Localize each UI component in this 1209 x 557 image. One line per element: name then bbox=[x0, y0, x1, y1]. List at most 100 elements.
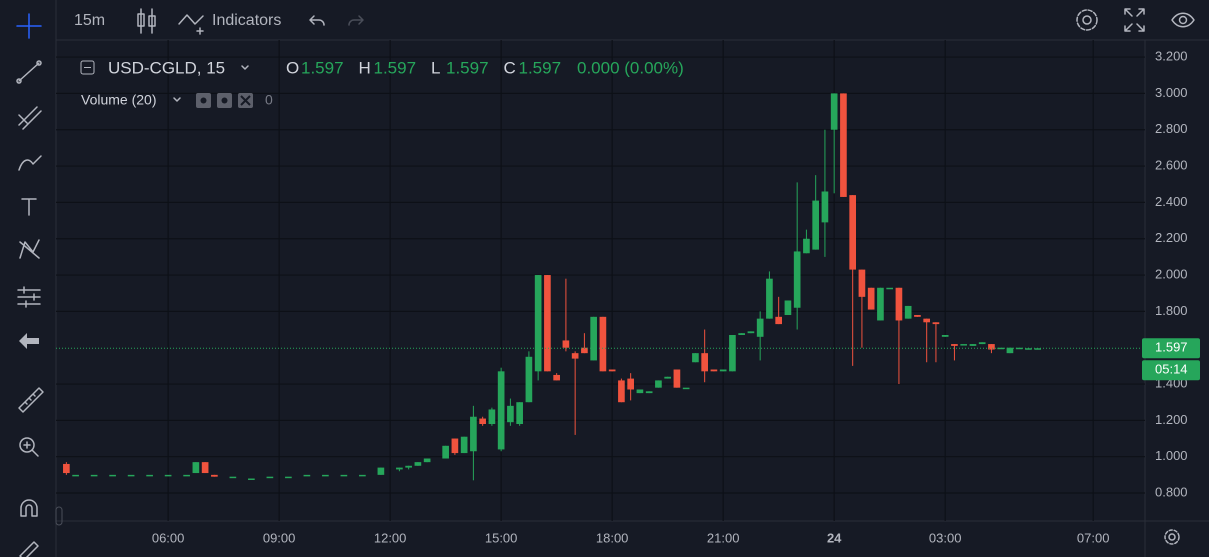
y-tick-label: 2.600 bbox=[1155, 158, 1188, 173]
volume-chevron bbox=[173, 97, 181, 102]
candle-body bbox=[164, 474, 172, 477]
candle-body bbox=[673, 369, 681, 388]
candle-body bbox=[590, 316, 597, 361]
left-toolbar bbox=[0, 0, 57, 557]
pitchfork-tool[interactable] bbox=[18, 106, 42, 130]
candle bbox=[516, 402, 523, 426]
candle-body bbox=[775, 316, 782, 325]
candle-body bbox=[812, 200, 820, 250]
settings-button[interactable] bbox=[1076, 9, 1098, 31]
candle bbox=[821, 129, 829, 257]
candle-body bbox=[793, 251, 801, 308]
candle-body bbox=[895, 287, 903, 321]
change: 0.000 (0.00%) bbox=[577, 58, 684, 77]
x-tick-label: 07:00 bbox=[1077, 530, 1110, 545]
candle bbox=[895, 287, 903, 385]
candle-body bbox=[90, 474, 98, 477]
candle bbox=[904, 305, 912, 319]
candle-body bbox=[507, 405, 514, 423]
ohlc-key: O bbox=[286, 58, 299, 77]
ohlc-key: H bbox=[359, 58, 371, 77]
back-tool[interactable] bbox=[19, 333, 39, 349]
candle bbox=[109, 474, 116, 477]
pattern-tool[interactable] bbox=[19, 239, 40, 259]
candle bbox=[766, 271, 773, 319]
crosshair-tool[interactable] bbox=[16, 13, 42, 39]
candle bbox=[923, 318, 931, 363]
candle bbox=[90, 474, 98, 477]
candle bbox=[756, 311, 764, 361]
gear-icon bbox=[221, 97, 228, 104]
candle bbox=[793, 182, 801, 330]
candle bbox=[405, 465, 412, 470]
undo-button[interactable] bbox=[309, 15, 325, 26]
candle-body bbox=[442, 445, 449, 459]
candle-body bbox=[988, 344, 995, 350]
collapse-button[interactable] bbox=[80, 60, 95, 75]
measure-tool[interactable] bbox=[18, 387, 44, 413]
candle bbox=[738, 333, 745, 335]
candle bbox=[164, 474, 172, 477]
redo-button[interactable] bbox=[348, 15, 364, 26]
pencil-tool[interactable] bbox=[19, 541, 39, 557]
candle-body bbox=[608, 369, 616, 372]
candle bbox=[608, 369, 616, 372]
candle bbox=[1034, 348, 1042, 350]
y-tick-label: 0.800 bbox=[1155, 484, 1188, 499]
candle-body bbox=[183, 474, 190, 477]
candle bbox=[932, 322, 940, 363]
prediction-tool[interactable] bbox=[17, 286, 41, 308]
candle bbox=[266, 476, 274, 479]
candle-body bbox=[63, 463, 70, 474]
candle-body bbox=[1006, 347, 1014, 354]
candle-body bbox=[821, 191, 829, 223]
candle-body bbox=[682, 387, 690, 390]
countdown-label: 05:14 bbox=[1155, 362, 1188, 377]
zoom-tool[interactable] bbox=[19, 437, 39, 457]
candle-body bbox=[359, 474, 366, 477]
candle-body bbox=[201, 462, 209, 474]
candle-body bbox=[581, 347, 588, 354]
candle-body bbox=[72, 474, 79, 477]
ohlc-value: 1.597 bbox=[519, 58, 562, 77]
candle-body bbox=[710, 369, 718, 372]
brush-tool[interactable] bbox=[18, 155, 42, 171]
y-tick-label: 2.400 bbox=[1155, 194, 1188, 209]
y-tick-label: 3.200 bbox=[1155, 49, 1188, 64]
candle-body bbox=[692, 353, 699, 363]
x-tick-label: 06:00 bbox=[152, 530, 185, 545]
candle-body bbox=[414, 462, 422, 466]
candle bbox=[211, 474, 218, 477]
text-tool[interactable] bbox=[21, 198, 37, 216]
indicators-button[interactable]: Indicators bbox=[212, 12, 281, 29]
volume-label[interactable]: Volume (20) bbox=[81, 92, 156, 108]
candle-body bbox=[747, 331, 755, 334]
trend-line-tool[interactable] bbox=[16, 60, 42, 84]
ohlc-value: 1.597 bbox=[301, 58, 344, 77]
ohlc-key: C bbox=[504, 58, 516, 77]
candle bbox=[470, 405, 477, 481]
candle bbox=[655, 380, 662, 388]
candle bbox=[553, 373, 560, 381]
symbol[interactable]: USD-CGLD, 15 bbox=[108, 58, 225, 77]
scroll-handle[interactable] bbox=[55, 506, 63, 526]
axis-settings-button[interactable] bbox=[1164, 529, 1180, 545]
x-tick-label: 15:00 bbox=[485, 530, 518, 545]
candle bbox=[914, 315, 921, 317]
legend-header: USD-CGLD, 15 O 1.597 H 1.597 L 1.597 C 1.597 0.… bbox=[80, 58, 684, 108]
ohlc-value: 1.597 bbox=[446, 58, 489, 77]
candle bbox=[719, 369, 727, 372]
visibility-button[interactable] bbox=[1171, 12, 1195, 28]
candle-body bbox=[941, 334, 949, 337]
candle-body bbox=[766, 278, 773, 319]
countdown-box bbox=[1142, 360, 1200, 381]
candle-body bbox=[840, 93, 847, 197]
magnet-tool[interactable] bbox=[20, 499, 38, 517]
candle bbox=[303, 474, 311, 477]
candle-body bbox=[211, 474, 218, 477]
fullscreen-button[interactable] bbox=[1124, 8, 1145, 32]
candle bbox=[423, 458, 431, 463]
interval-button[interactable]: 15m bbox=[74, 12, 105, 29]
x-tick-label: 03:00 bbox=[929, 530, 962, 545]
chart-style-button[interactable] bbox=[137, 8, 156, 34]
